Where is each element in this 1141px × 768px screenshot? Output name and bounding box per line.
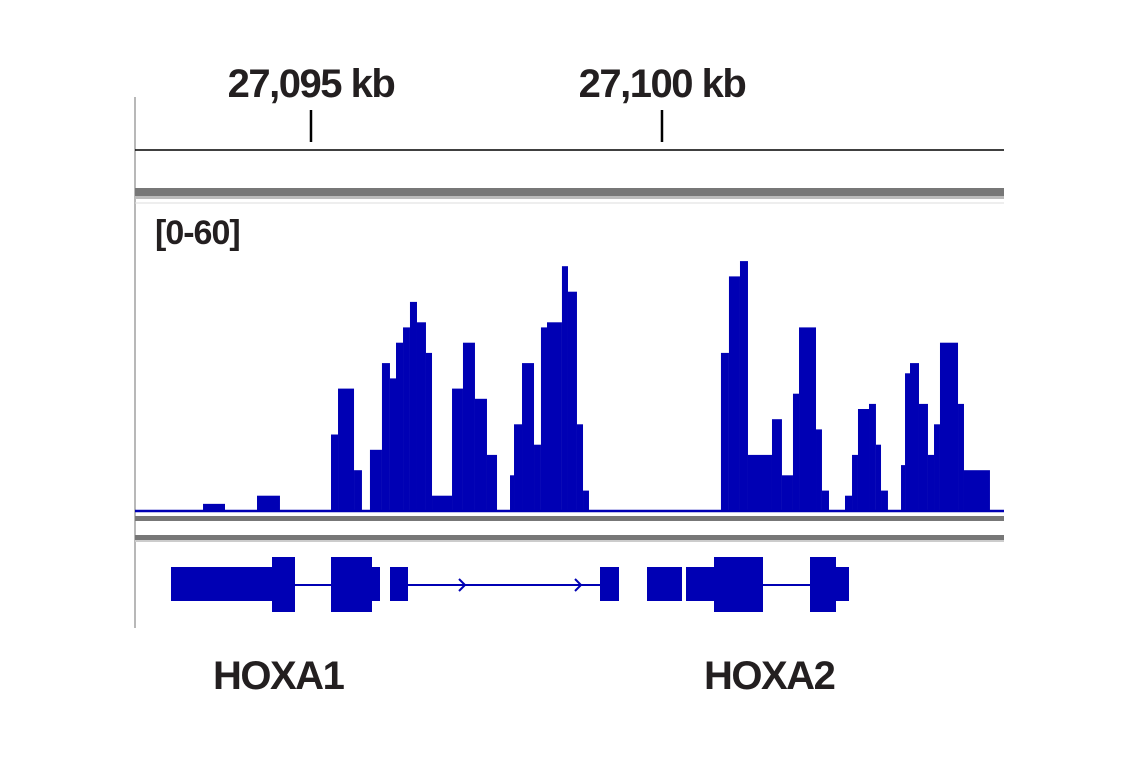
coverage-bar (747, 454, 772, 511)
coverage-bar (369, 449, 382, 511)
coverage-bar (576, 424, 584, 511)
coverage-bar (396, 342, 404, 511)
exon (810, 557, 836, 612)
coverage-bar (875, 444, 882, 511)
coverage-bar (934, 424, 940, 511)
coverage-bar (816, 429, 822, 511)
exon (331, 557, 372, 612)
coverage-bar (452, 388, 463, 511)
coverage-bar (939, 342, 959, 511)
coverage-bar (567, 291, 577, 511)
coverage-bar (338, 388, 355, 511)
coverage-bar (583, 490, 589, 511)
coverage-bar (792, 393, 800, 511)
coverage-bar (720, 352, 729, 511)
track-separator (135, 188, 1004, 196)
coverage-bar (354, 470, 362, 511)
track-separator (135, 516, 1004, 521)
exon (714, 557, 763, 612)
exon (272, 557, 295, 612)
range-label: [0-60] (155, 214, 240, 252)
coverage-bar (522, 363, 535, 511)
coverage-bar (881, 490, 888, 511)
coverage-bar (540, 327, 548, 511)
coverage-bar (739, 261, 748, 511)
coverage-bar (857, 409, 870, 511)
coverage-bar (869, 403, 876, 511)
strand-arrow (574, 578, 583, 592)
gene-models (171, 557, 849, 612)
gene-label: HOXA1 (213, 654, 345, 698)
coverage-bar (852, 454, 858, 511)
exon (686, 567, 714, 601)
coverage-bar (257, 495, 280, 511)
exon (647, 567, 682, 601)
coverage-bar (416, 322, 426, 511)
coverage-bar (901, 465, 906, 511)
strand-arrow (458, 578, 467, 592)
coverage-bar (927, 454, 935, 511)
coverage-bar (905, 373, 911, 511)
coverage-bar (409, 301, 417, 511)
coverage-bar (728, 276, 740, 511)
coverage-bar (799, 327, 817, 511)
coverage-bar (781, 475, 793, 511)
coverage-bar (963, 470, 990, 511)
coverage-bar (534, 444, 541, 511)
coverage-bar (918, 403, 928, 511)
coverage-bar (510, 475, 515, 511)
coverage-bar (389, 378, 397, 511)
coverage-bar (474, 398, 487, 511)
track-separator (135, 540, 1004, 542)
coverage-bar (547, 322, 562, 511)
track-separator (135, 535, 1004, 540)
coverage-bar (330, 434, 339, 511)
x-tick-label: 27,100 kb (579, 62, 746, 106)
coverage-bar (771, 419, 782, 511)
coverage-bar (462, 342, 475, 511)
coverage-bar (425, 352, 433, 511)
exon (836, 567, 849, 601)
track-separator (135, 196, 1004, 199)
exon (600, 567, 619, 601)
exon (171, 567, 272, 601)
coverage-bar (844, 495, 853, 511)
coverage-bar (203, 503, 225, 511)
coverage-bar (561, 266, 568, 511)
coverage-bar (910, 363, 919, 511)
coverage-bar (958, 403, 964, 511)
coverage-bar (486, 454, 498, 511)
coverage-bar (821, 490, 829, 511)
coverage-bar (381, 363, 390, 511)
exon (372, 567, 380, 601)
coverage-bar (432, 495, 453, 511)
x-tick-label: 27,095 kb (228, 62, 395, 106)
coverage-bar (403, 327, 410, 511)
gene-label: HOXA2 (704, 654, 835, 698)
coverage-bar (514, 424, 523, 511)
exon (390, 567, 408, 601)
